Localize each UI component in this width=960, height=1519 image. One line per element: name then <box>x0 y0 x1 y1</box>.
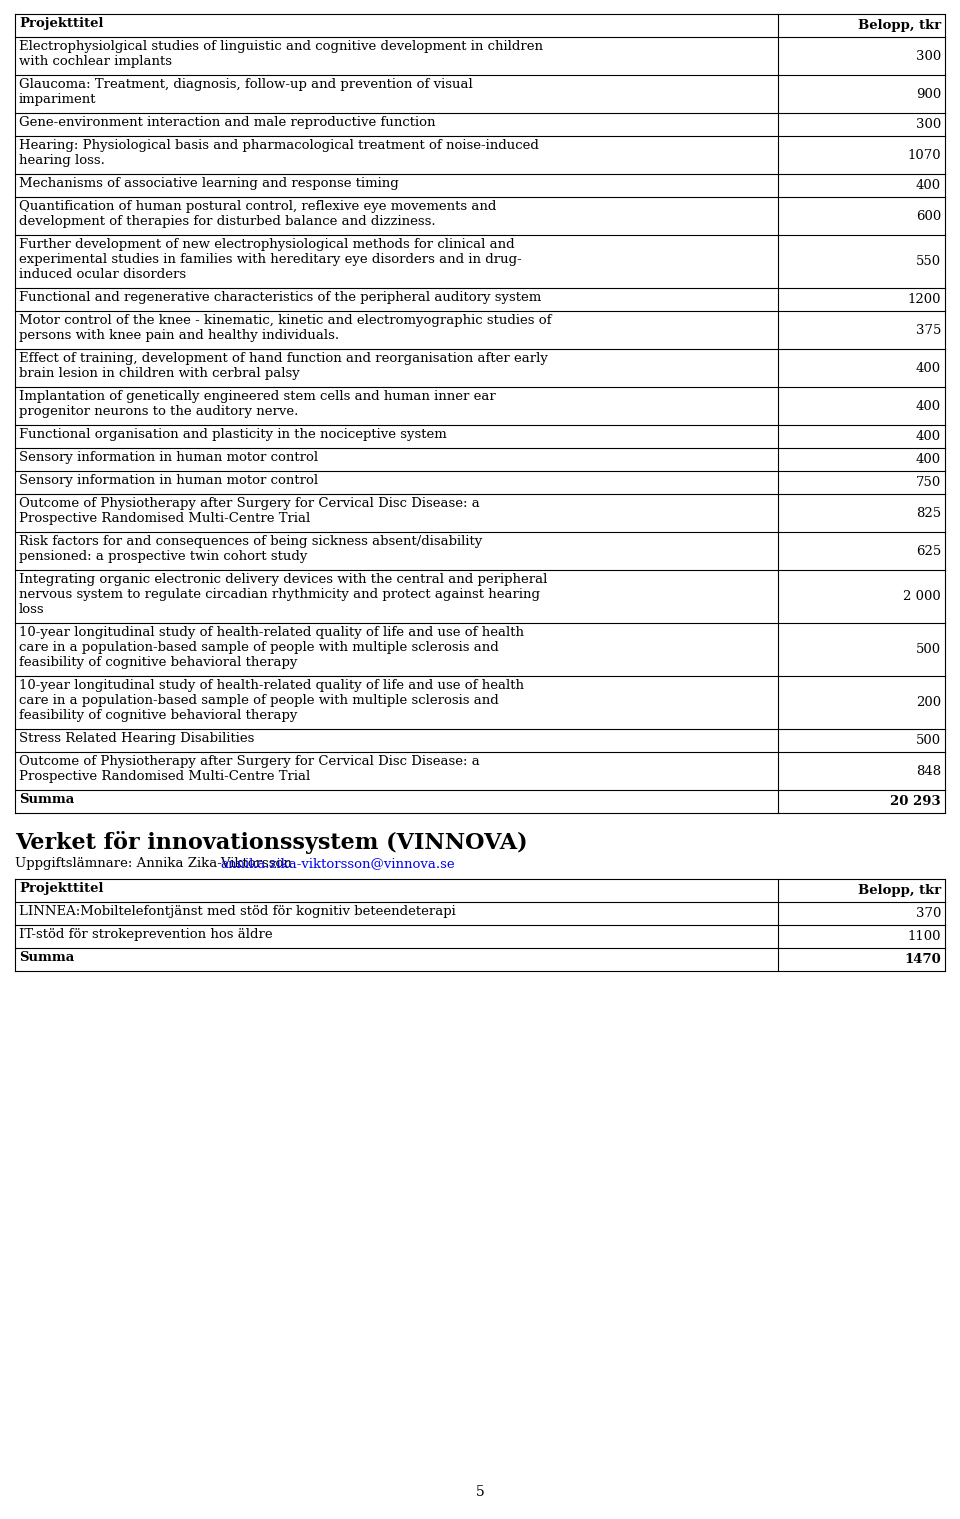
Text: Hearing: Physiological basis and pharmacological treatment of noise-induced
hear: Hearing: Physiological basis and pharmac… <box>19 140 539 167</box>
Text: 5: 5 <box>475 1486 485 1499</box>
Text: Projekttitel: Projekttitel <box>19 883 104 895</box>
Text: 400: 400 <box>916 430 941 444</box>
Text: Uppgiftslämnare: Annika Zika-Viktorsson: Uppgiftslämnare: Annika Zika-Viktorsson <box>15 857 296 870</box>
Text: 370: 370 <box>916 907 941 921</box>
Text: 600: 600 <box>916 210 941 223</box>
Text: 500: 500 <box>916 734 941 747</box>
Text: Implantation of genetically engineered stem cells and human inner ear
progenitor: Implantation of genetically engineered s… <box>19 390 495 418</box>
Text: Outcome of Physiotherapy after Surgery for Cervical Disc Disease: a
Prospective : Outcome of Physiotherapy after Surgery f… <box>19 497 480 526</box>
Text: Summa: Summa <box>19 793 74 807</box>
Text: Electrophysiolgical studies of linguistic and cognitive development in children
: Electrophysiolgical studies of linguisti… <box>19 39 543 68</box>
Text: Functional and regenerative characteristics of the peripheral auditory system: Functional and regenerative characterist… <box>19 292 541 304</box>
Text: 1070: 1070 <box>907 149 941 161</box>
Text: Risk factors for and consequences of being sickness absent/disability
pensioned:: Risk factors for and consequences of bei… <box>19 535 482 564</box>
Text: 375: 375 <box>916 324 941 337</box>
Text: annika.zika-viktorsson@vinnova.se: annika.zika-viktorsson@vinnova.se <box>220 857 455 870</box>
Text: 2 000: 2 000 <box>903 591 941 603</box>
Text: Verket för innovationssystem (VINNOVA): Verket för innovationssystem (VINNOVA) <box>15 831 528 854</box>
Text: 10-year longitudinal study of health-related quality of life and use of health
c: 10-year longitudinal study of health-rel… <box>19 679 524 723</box>
Text: 500: 500 <box>916 644 941 656</box>
Text: 200: 200 <box>916 696 941 709</box>
Text: Integrating organic electronic delivery devices with the central and peripheral
: Integrating organic electronic delivery … <box>19 573 547 617</box>
Text: 20 293: 20 293 <box>890 796 941 808</box>
Text: 400: 400 <box>916 399 941 413</box>
Text: 848: 848 <box>916 766 941 778</box>
Text: Belopp, tkr: Belopp, tkr <box>857 884 941 898</box>
Text: Summa: Summa <box>19 951 74 965</box>
Text: Sensory information in human motor control: Sensory information in human motor contr… <box>19 451 318 465</box>
Text: 625: 625 <box>916 545 941 557</box>
Text: 300: 300 <box>916 50 941 62</box>
Text: Projekttitel: Projekttitel <box>19 17 104 30</box>
Text: Effect of training, development of hand function and reorganisation after early
: Effect of training, development of hand … <box>19 352 548 380</box>
Text: Sensory information in human motor control: Sensory information in human motor contr… <box>19 474 318 488</box>
Text: Belopp, tkr: Belopp, tkr <box>857 20 941 32</box>
Text: 900: 900 <box>916 88 941 100</box>
Text: 10-year longitudinal study of health-related quality of life and use of health
c: 10-year longitudinal study of health-rel… <box>19 626 524 670</box>
Text: 1100: 1100 <box>907 931 941 943</box>
Text: 400: 400 <box>916 453 941 466</box>
Text: 400: 400 <box>916 179 941 191</box>
Text: Functional organisation and plasticity in the nociceptive system: Functional organisation and plasticity i… <box>19 428 446 441</box>
Text: Motor control of the knee - kinematic, kinetic and electromyographic studies of
: Motor control of the knee - kinematic, k… <box>19 314 551 342</box>
Text: Mechanisms of associative learning and response timing: Mechanisms of associative learning and r… <box>19 178 398 190</box>
Text: LINNEA:Mobiltelefontjänst med stöd för kognitiv beteendeterapi: LINNEA:Mobiltelefontjänst med stöd för k… <box>19 905 456 919</box>
Text: 1200: 1200 <box>907 293 941 307</box>
Text: Stress Related Hearing Disabilities: Stress Related Hearing Disabilities <box>19 732 254 746</box>
Text: 550: 550 <box>916 255 941 269</box>
Text: 400: 400 <box>916 362 941 375</box>
Text: Outcome of Physiotherapy after Surgery for Cervical Disc Disease: a
Prospective : Outcome of Physiotherapy after Surgery f… <box>19 755 480 784</box>
Text: 825: 825 <box>916 507 941 519</box>
Text: Glaucoma: Treatment, diagnosis, follow-up and prevention of visual
impariment: Glaucoma: Treatment, diagnosis, follow-u… <box>19 77 472 106</box>
Text: Quantification of human postural control, reflexive eye movements and
developmen: Quantification of human postural control… <box>19 201 496 228</box>
Text: 300: 300 <box>916 118 941 131</box>
Text: Further development of new electrophysiological methods for clinical and
experim: Further development of new electrophysio… <box>19 238 521 281</box>
Text: Gene-environment interaction and male reproductive function: Gene-environment interaction and male re… <box>19 115 436 129</box>
Text: 1470: 1470 <box>904 954 941 966</box>
Text: IT-stöd för strokeprevention hos äldre: IT-stöd för strokeprevention hos äldre <box>19 928 273 942</box>
Text: 750: 750 <box>916 477 941 489</box>
